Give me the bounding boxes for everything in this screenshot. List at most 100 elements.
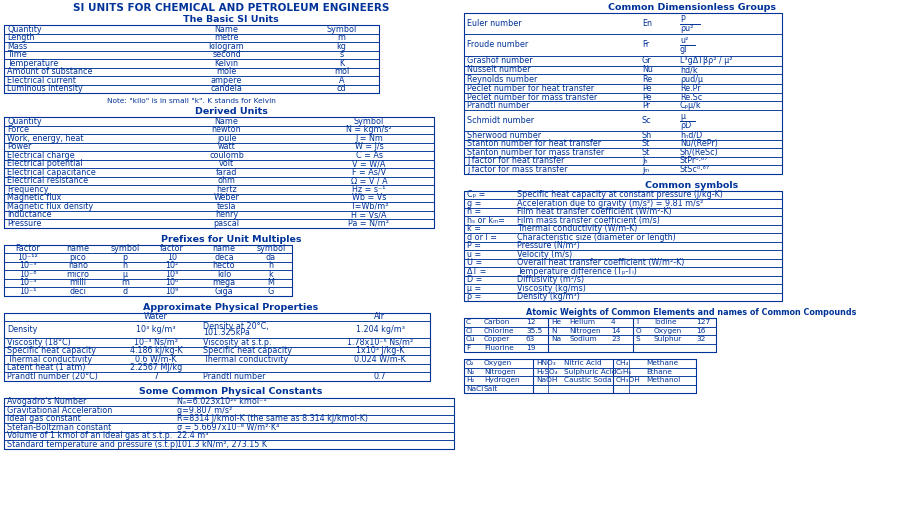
Text: Na: Na bbox=[551, 337, 561, 342]
Text: G: G bbox=[268, 287, 274, 296]
Text: name: name bbox=[212, 244, 235, 253]
Text: V = W/A: V = W/A bbox=[353, 159, 386, 168]
Bar bbox=[464, 359, 696, 393]
Bar bbox=[4, 84, 379, 93]
Bar bbox=[464, 93, 782, 101]
Text: m: m bbox=[338, 33, 345, 42]
Text: Stanton number for heat transfer: Stanton number for heat transfer bbox=[467, 140, 601, 148]
Text: Approximate Physical Properties: Approximate Physical Properties bbox=[143, 302, 318, 312]
Text: P: P bbox=[680, 15, 685, 24]
Text: 22.4 m³: 22.4 m³ bbox=[177, 431, 209, 440]
Text: gl: gl bbox=[680, 45, 688, 54]
Text: Kelvin: Kelvin bbox=[214, 59, 238, 68]
Text: Time: Time bbox=[7, 50, 27, 59]
Text: Characteristic size (diameter or length): Characteristic size (diameter or length) bbox=[517, 233, 676, 242]
Text: T=Wb/m²: T=Wb/m² bbox=[350, 202, 389, 211]
Text: Common Dimensionless Groups: Common Dimensionless Groups bbox=[607, 3, 775, 12]
Text: Diffusivity (m²/s): Diffusivity (m²/s) bbox=[517, 276, 584, 284]
Text: hd/k: hd/k bbox=[680, 66, 698, 74]
Text: jₘ: jₘ bbox=[642, 165, 649, 174]
Text: 2.2567 MJ/kg: 2.2567 MJ/kg bbox=[130, 363, 182, 372]
Text: Overall heat transfer coefficient (W/m²-K): Overall heat transfer coefficient (W/m²-… bbox=[517, 258, 684, 267]
Text: Thermal conductivity: Thermal conductivity bbox=[203, 355, 288, 364]
Text: Standard temperature and pressure (s.t.p): Standard temperature and pressure (s.t.p… bbox=[7, 440, 178, 449]
Text: Pressure (N/m²): Pressure (N/m²) bbox=[517, 241, 580, 250]
Text: mega: mega bbox=[212, 278, 235, 287]
Text: Re.Sc: Re.Sc bbox=[680, 93, 702, 102]
Text: Fluorine: Fluorine bbox=[484, 345, 514, 351]
Text: Caustic Soda: Caustic Soda bbox=[564, 377, 612, 384]
Bar bbox=[464, 34, 782, 55]
Text: J = Nm: J = Nm bbox=[355, 134, 383, 143]
Text: Sherwood number: Sherwood number bbox=[467, 131, 541, 140]
Text: ΔT =: ΔT = bbox=[467, 267, 486, 276]
Text: hₛ or kₘ=: hₛ or kₘ= bbox=[467, 216, 505, 225]
Text: Peclet number for mass transfer: Peclet number for mass transfer bbox=[467, 93, 597, 102]
Text: pico: pico bbox=[69, 253, 87, 262]
Text: O: O bbox=[636, 328, 641, 334]
Text: Frequency: Frequency bbox=[7, 185, 49, 194]
Text: 4.186 kJ/kg-K: 4.186 kJ/kg-K bbox=[130, 346, 183, 355]
Text: D =: D = bbox=[467, 276, 483, 284]
Text: h: h bbox=[269, 261, 273, 270]
Text: Volume of 1 kmol of an ideal gas at s.t.p.: Volume of 1 kmol of an ideal gas at s.t.… bbox=[7, 431, 173, 440]
Text: da: da bbox=[266, 253, 276, 262]
Bar bbox=[4, 262, 292, 270]
Bar bbox=[4, 42, 379, 51]
Text: 10⁻³: 10⁻³ bbox=[19, 278, 37, 287]
Bar bbox=[464, 131, 782, 140]
Text: Stanton number for mass transfer: Stanton number for mass transfer bbox=[467, 148, 605, 157]
Text: Electrical current: Electrical current bbox=[7, 76, 76, 85]
Text: Nitrogen: Nitrogen bbox=[484, 369, 516, 375]
Text: Chlorine: Chlorine bbox=[484, 328, 514, 334]
Text: Density (kg/m³): Density (kg/m³) bbox=[517, 293, 580, 301]
Bar bbox=[4, 25, 379, 34]
Text: Giga: Giga bbox=[215, 287, 234, 296]
Text: SI UNITS FOR CHEMICAL AND PETROLEUM ENGINEERS: SI UNITS FOR CHEMICAL AND PETROLEUM ENGI… bbox=[73, 3, 390, 13]
Text: Mass: Mass bbox=[7, 42, 27, 51]
Bar bbox=[464, 276, 782, 284]
Text: 1.204 kg/m³: 1.204 kg/m³ bbox=[355, 325, 404, 334]
Text: milli: milli bbox=[69, 278, 87, 287]
Text: ampere: ampere bbox=[210, 76, 242, 85]
Text: k =: k = bbox=[467, 224, 481, 233]
Text: g=9.807 m/s²: g=9.807 m/s² bbox=[177, 406, 233, 415]
Text: Ideal gas constant: Ideal gas constant bbox=[7, 414, 80, 423]
Text: 16: 16 bbox=[696, 328, 705, 334]
Bar bbox=[464, 284, 782, 293]
Text: L³gΔTβρ² / μ²: L³gΔTβρ² / μ² bbox=[680, 56, 733, 65]
Bar bbox=[464, 191, 782, 301]
Text: Electrical charge: Electrical charge bbox=[7, 151, 75, 160]
Text: Helium: Helium bbox=[569, 320, 595, 325]
Text: N: N bbox=[551, 328, 557, 334]
Text: St: St bbox=[642, 148, 650, 157]
Text: μ: μ bbox=[123, 270, 127, 279]
Text: ρu²: ρu² bbox=[680, 24, 693, 33]
Text: Viscosity (kg/ms): Viscosity (kg/ms) bbox=[517, 284, 586, 293]
Bar bbox=[464, 233, 782, 241]
Text: farad: farad bbox=[216, 168, 237, 177]
Text: Pe: Pe bbox=[642, 93, 652, 102]
Bar bbox=[4, 193, 434, 202]
Text: deci: deci bbox=[69, 287, 87, 296]
Text: 12: 12 bbox=[526, 320, 535, 325]
Bar bbox=[4, 440, 454, 449]
Bar bbox=[4, 25, 379, 93]
Text: Hydrogen: Hydrogen bbox=[484, 377, 520, 384]
Text: 10⁻⁶: 10⁻⁶ bbox=[19, 270, 37, 279]
Bar bbox=[464, 258, 782, 267]
Text: Acceleration due to gravity (m/s²) = 9.81 m/s²: Acceleration due to gravity (m/s²) = 9.8… bbox=[517, 199, 703, 208]
Text: 10⁻¹²: 10⁻¹² bbox=[18, 253, 39, 262]
Text: symbol: symbol bbox=[257, 244, 285, 253]
Text: 23: 23 bbox=[611, 337, 620, 342]
Text: second: second bbox=[212, 50, 241, 59]
Text: O₂: O₂ bbox=[466, 360, 474, 367]
Text: d: d bbox=[123, 287, 127, 296]
Text: The Basic SI Units: The Basic SI Units bbox=[183, 15, 279, 24]
Text: henry: henry bbox=[215, 210, 238, 219]
Bar bbox=[4, 160, 434, 168]
Text: 0.7: 0.7 bbox=[374, 372, 387, 381]
Bar bbox=[464, 199, 782, 208]
Text: 0.6 W/m-K: 0.6 W/m-K bbox=[135, 355, 177, 364]
Bar bbox=[4, 185, 434, 193]
